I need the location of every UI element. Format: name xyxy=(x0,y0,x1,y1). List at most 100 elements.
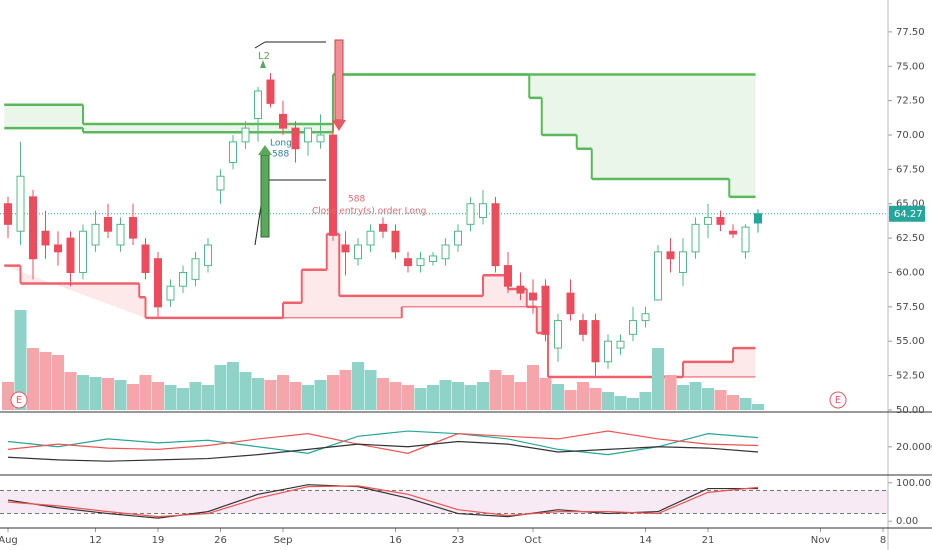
earnings-marker: E xyxy=(835,395,841,406)
volume-bar xyxy=(414,388,427,410)
candle-body xyxy=(254,90,262,119)
volume-bar xyxy=(214,365,227,410)
indicator-line xyxy=(7,485,759,518)
volume-bar xyxy=(352,362,364,410)
volume-bar xyxy=(102,378,114,410)
x-tick-label: Sep xyxy=(274,535,293,546)
x-tick-label: Nov xyxy=(811,535,831,546)
candle-body xyxy=(554,320,562,349)
volume-bar xyxy=(402,385,414,410)
candle-body xyxy=(491,203,500,267)
volume-bar xyxy=(514,382,527,410)
volume-bar xyxy=(14,310,27,410)
candle-body xyxy=(241,127,250,143)
candle-body xyxy=(729,230,737,235)
candle-body xyxy=(166,285,175,301)
candle-body xyxy=(579,320,587,335)
volume-bar xyxy=(464,385,477,410)
x-tick-label: 23 xyxy=(452,535,465,546)
y-tick-label: 67.50 xyxy=(896,164,925,175)
candle-body xyxy=(4,203,12,225)
band-fill xyxy=(4,74,756,197)
volume-bar xyxy=(177,388,189,410)
candle-body xyxy=(666,251,675,260)
volume-bar xyxy=(302,385,314,410)
earnings-marker-circle xyxy=(10,391,28,409)
candle-body xyxy=(91,223,100,246)
annotation: Long xyxy=(270,139,292,149)
candle-body xyxy=(441,244,450,260)
volume-bar xyxy=(252,378,264,410)
volume-bar xyxy=(389,382,402,410)
candle-body xyxy=(604,340,612,363)
volume-bar xyxy=(652,348,664,410)
volume-bar xyxy=(202,385,214,410)
volume-bar xyxy=(614,396,627,410)
candle-body xyxy=(416,258,425,267)
last-price-box xyxy=(889,205,925,222)
candle-body xyxy=(466,203,475,225)
volume-bar xyxy=(339,370,352,410)
volume-bar xyxy=(702,388,714,410)
candle-body xyxy=(129,216,137,239)
y-tick-label: 57.50 xyxy=(896,302,925,313)
volume-bar xyxy=(689,382,702,410)
candle-body xyxy=(204,244,212,267)
annotation: 588 xyxy=(272,150,289,160)
y-tick-label: 72.50 xyxy=(896,96,925,107)
candle-body xyxy=(566,292,575,315)
candle-body xyxy=(304,127,312,143)
volume-bar xyxy=(714,390,727,410)
volume-bar xyxy=(752,404,764,410)
last-price-label: 64.27 xyxy=(894,209,923,220)
volume-bar xyxy=(502,375,514,410)
x-tick-label: 19 xyxy=(152,535,165,546)
volume-bar xyxy=(739,398,752,410)
candle-body xyxy=(654,251,662,301)
candle-body xyxy=(279,113,287,129)
volume-bar xyxy=(477,382,489,410)
y-tick-label: 20.0000 xyxy=(896,442,932,453)
annotation: 588 xyxy=(348,195,365,205)
candle-body xyxy=(266,79,275,104)
candle-body xyxy=(754,213,762,224)
volume-bar xyxy=(127,384,139,410)
bracket xyxy=(254,41,266,49)
candle-body xyxy=(29,196,37,260)
volume-bar xyxy=(577,382,589,410)
x-tick-label: 8 xyxy=(880,535,886,546)
volume-bar xyxy=(277,375,289,410)
indicator-line xyxy=(7,430,759,456)
l2-marker xyxy=(260,60,266,68)
candle-body xyxy=(741,226,750,253)
volume-bar xyxy=(364,370,377,410)
volume-bar xyxy=(589,388,602,410)
candle-body xyxy=(541,285,550,335)
candle-body xyxy=(379,223,387,232)
x-tick-label: Oct xyxy=(524,535,541,546)
annotation: Close entry(s) order Long xyxy=(312,207,426,217)
volume-bar xyxy=(227,362,239,410)
candle-body xyxy=(41,230,50,246)
candle-body xyxy=(366,230,375,246)
y-tick-label: 75.00 xyxy=(896,61,925,72)
candle-body xyxy=(179,271,187,287)
x-tick-label: 14 xyxy=(639,535,652,546)
indicator-line xyxy=(7,440,759,462)
candle-body xyxy=(529,292,537,301)
volume-bar xyxy=(489,370,502,410)
candle-body xyxy=(516,285,525,294)
candle-body xyxy=(679,251,687,273)
volume-bar xyxy=(552,384,564,410)
volume-bar xyxy=(64,372,77,410)
volume-bar xyxy=(152,382,164,410)
x-tick-label: Aug xyxy=(0,535,18,546)
y-tick-label: 50.00 xyxy=(896,405,925,416)
candle-body xyxy=(229,141,237,163)
long-arrow xyxy=(260,154,270,238)
volume-bar xyxy=(377,378,389,410)
volume-bar xyxy=(89,377,102,410)
volume-bar xyxy=(539,378,552,410)
volume-bar xyxy=(289,382,302,410)
